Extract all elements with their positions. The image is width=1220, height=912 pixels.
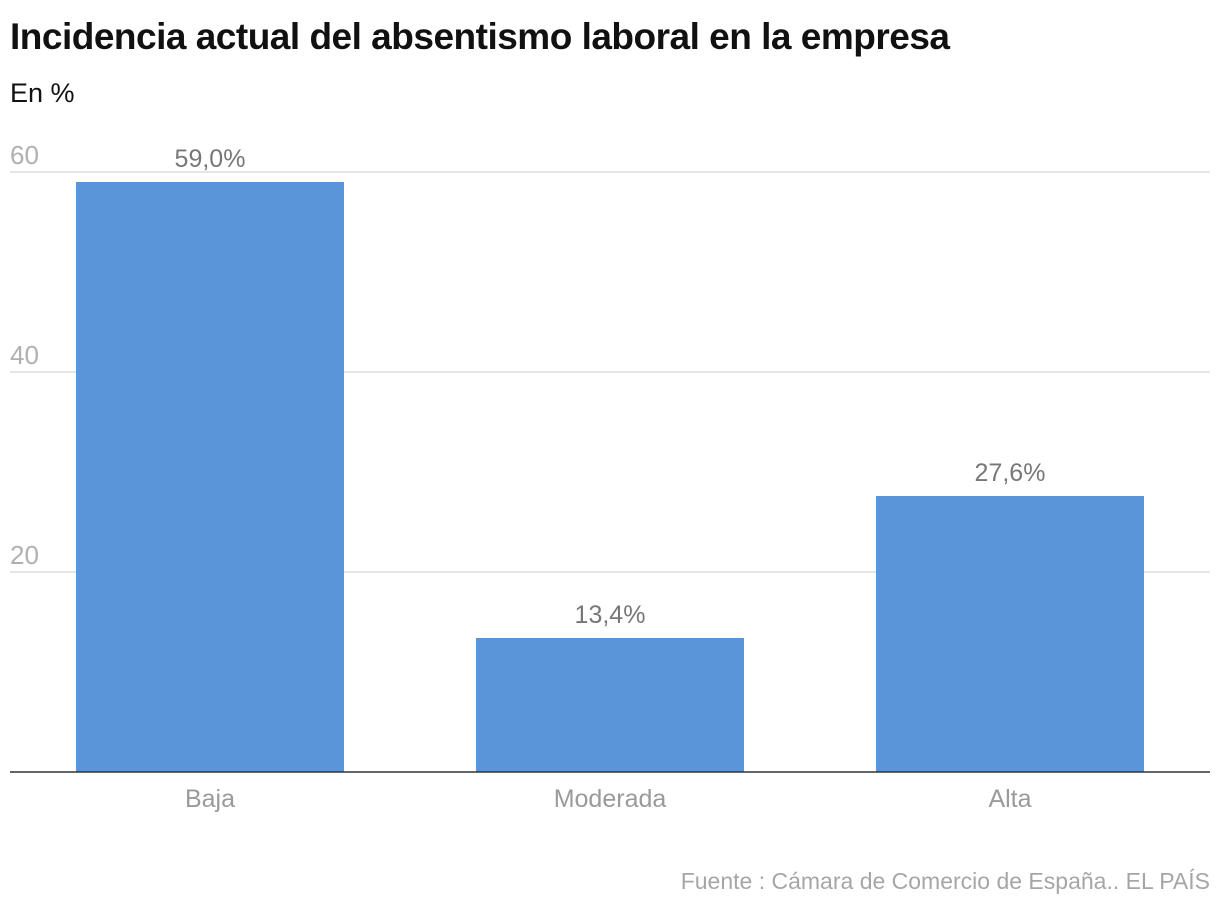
chart-title: Incidencia actual del absentismo laboral… — [10, 16, 950, 57]
data-label: 59,0% — [175, 145, 246, 173]
x-tick-label: Alta — [988, 785, 1031, 813]
data-label: 13,4% — [575, 601, 646, 629]
x-tick-label: Baja — [185, 785, 235, 813]
bar-alta — [876, 496, 1144, 772]
y-tick-label: 60 — [10, 140, 39, 170]
bar-moderada — [476, 638, 744, 772]
bar-baja — [76, 182, 344, 772]
source-note: Fuente : Cámara de Comercio de España.. … — [680, 868, 1210, 894]
data-label: 27,6% — [975, 459, 1046, 487]
y-tick-label: 20 — [10, 540, 39, 570]
chart-subtitle: En % — [10, 78, 75, 108]
y-tick-label: 40 — [10, 340, 39, 370]
x-tick-label: Moderada — [554, 785, 667, 813]
